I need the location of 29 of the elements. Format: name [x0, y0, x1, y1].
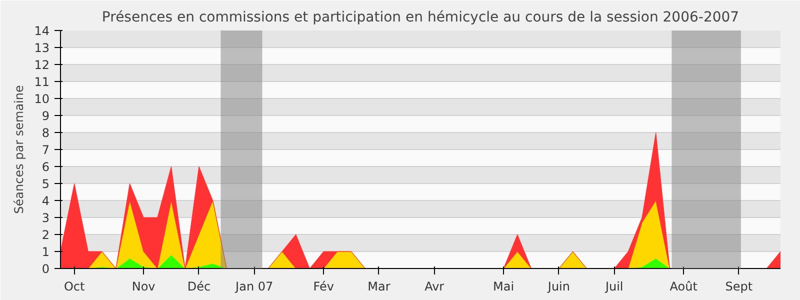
x-tick-label: Août	[670, 280, 698, 294]
x-tick-label: Juin	[546, 280, 570, 294]
y-tick-label: 8	[42, 126, 50, 140]
y-tick-label: 3	[42, 211, 50, 225]
chart-title: Présences en commissions et participation en hémicycle au cours de la session 2006-2007	[102, 10, 740, 26]
y-tick-label: 4	[42, 194, 50, 208]
x-tick-label: Nov	[132, 280, 156, 294]
y-axis-title: Séances par semaine	[12, 85, 26, 214]
x-tick-label: Mai	[493, 280, 514, 294]
y-tick-label: 1	[42, 245, 50, 259]
y-tick-label: 9	[42, 109, 50, 123]
x-tick-label: Sept	[725, 280, 753, 294]
x-tick-label: Mar	[368, 280, 390, 294]
x-tick-label: Fév	[313, 280, 334, 294]
y-tick-label: 12	[34, 58, 50, 72]
y-tick-label: 0	[42, 262, 50, 276]
x-tick-label: Oct	[64, 280, 86, 294]
y-tick-label: 5	[42, 177, 50, 191]
x-tick-label: Avr	[424, 280, 444, 294]
y-tick-label: 13	[34, 41, 50, 55]
y-tick-label: 2	[42, 228, 50, 242]
y-tick-label: 14	[34, 24, 50, 38]
y-tick-label: 10	[34, 92, 50, 106]
y-tick-label: 7	[42, 143, 50, 157]
y-tick-label: 11	[34, 75, 50, 89]
x-tick-label: Déc	[187, 280, 211, 294]
x-tick-label: Jan 07	[234, 280, 274, 294]
x-tick-label: Juil	[604, 280, 624, 294]
y-tick-label: 6	[42, 160, 50, 174]
